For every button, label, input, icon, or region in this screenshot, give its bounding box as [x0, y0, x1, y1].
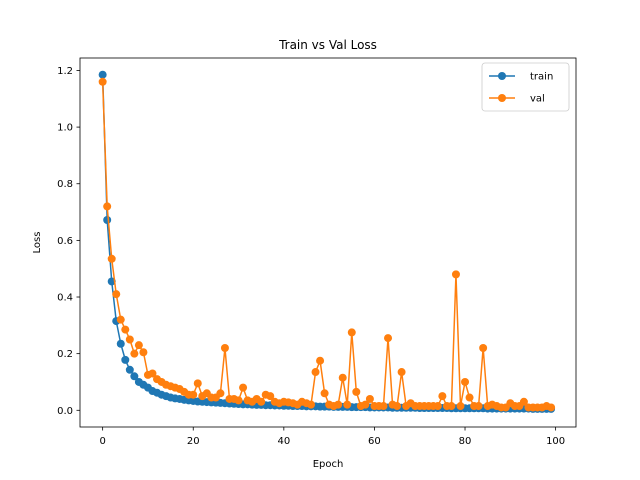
y-tick-label: 1.0 [57, 123, 73, 134]
y-axis-label: Loss [32, 232, 43, 254]
val-point [343, 400, 352, 409]
val-point [334, 400, 343, 409]
x-tick-label: 40 [277, 436, 290, 447]
val-point [130, 349, 139, 358]
val-point [311, 368, 320, 377]
x-tick-label: 80 [459, 436, 472, 447]
val-point [257, 397, 266, 406]
train-point [116, 339, 125, 348]
val-point [347, 328, 356, 337]
val-point [121, 325, 130, 334]
val-point [193, 379, 202, 388]
val-point [384, 334, 393, 343]
val-point [316, 356, 325, 365]
val-point [112, 290, 121, 299]
val-point [547, 403, 556, 412]
val-point [125, 335, 134, 344]
val-point [189, 390, 198, 399]
train-point [98, 70, 107, 79]
y-tick-label: 0.6 [57, 236, 73, 247]
val-point [519, 397, 528, 406]
val-point [116, 315, 125, 324]
plot-area [80, 58, 576, 427]
val-point [474, 402, 483, 411]
val-point [393, 402, 402, 411]
legend-train-label: train [530, 72, 553, 83]
val-point [134, 341, 143, 350]
series-val [98, 77, 556, 412]
val-point [320, 389, 329, 398]
y-tick-label: 1.2 [57, 66, 73, 77]
x-axis-ticks: 0 20 40 60 80 100 [99, 427, 565, 447]
legend-val-label: val [530, 94, 545, 105]
y-axis-ticks: 0.0 0.2 0.4 0.6 0.8 1.0 1.2 [57, 66, 80, 417]
train-point [103, 215, 112, 224]
val-point [338, 373, 347, 382]
x-tick-label: 0 [99, 436, 105, 447]
val-point [379, 402, 388, 411]
val-point [397, 368, 406, 377]
legend-train-marker [498, 72, 506, 80]
plot-frame [79, 57, 577, 428]
val-point [216, 389, 225, 398]
val-point [433, 402, 442, 411]
chart-title: Train vs Val Loss [278, 38, 377, 52]
val-point [107, 254, 116, 263]
val-point [461, 377, 470, 386]
val-point [239, 383, 248, 392]
y-tick-label: 0.0 [57, 406, 73, 417]
val-point [148, 369, 157, 378]
train-point [121, 355, 130, 364]
val-point [447, 402, 456, 411]
y-tick-label: 0.2 [57, 349, 73, 360]
val-point [365, 394, 374, 403]
val-point [220, 343, 229, 352]
legend-val-marker [498, 94, 506, 102]
val-point [352, 387, 361, 396]
x-tick-label: 60 [368, 436, 381, 447]
val-point [103, 202, 112, 211]
val-point [234, 396, 243, 405]
val-point [438, 392, 447, 401]
val-point [307, 400, 316, 409]
x-tick-label: 100 [546, 436, 565, 447]
x-tick-label: 20 [187, 436, 200, 447]
train-point [130, 372, 139, 381]
train-point [125, 365, 134, 374]
val-point [361, 400, 370, 409]
y-tick-label: 0.8 [57, 179, 73, 190]
legend-box [481, 62, 570, 112]
x-axis-label: Epoch [313, 459, 344, 470]
val-point [479, 343, 488, 352]
y-tick-label: 0.4 [57, 293, 73, 304]
val-point [465, 393, 474, 402]
val-point [98, 77, 107, 86]
legend: train val [481, 62, 570, 112]
series-layer [98, 70, 556, 413]
val-point [456, 402, 465, 411]
val-point [139, 348, 148, 357]
val-point [266, 392, 275, 401]
val-point [451, 270, 460, 279]
